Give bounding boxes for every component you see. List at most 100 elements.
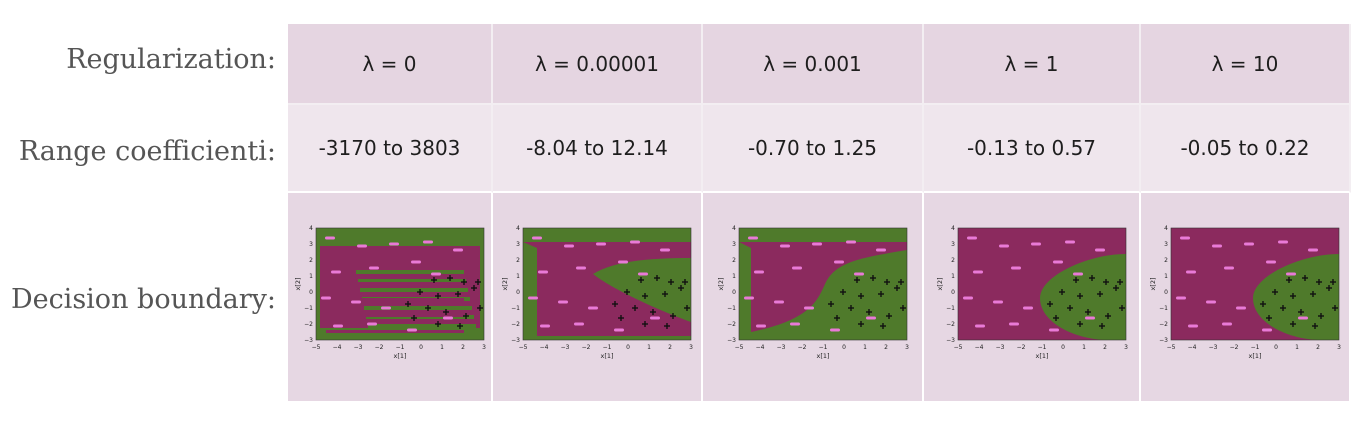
y-tick-label: 1: [516, 273, 520, 280]
magenta-stripe: [325, 250, 464, 253]
negative-marker: [811, 242, 822, 246]
negative-marker: [540, 324, 550, 328]
x-tick-label: 1: [1295, 344, 1299, 351]
negative-marker: [596, 242, 606, 246]
negative-marker: [380, 306, 391, 310]
negative-marker: [1010, 266, 1021, 270]
x-tick-label: −2: [1016, 344, 1025, 351]
y-tick-label: 3: [1164, 241, 1168, 248]
x-tick-label: −3: [353, 344, 362, 351]
range-value: -3170 to 3803: [318, 136, 461, 160]
x-tick-label: −4: [332, 344, 341, 351]
negative-marker: [773, 300, 784, 304]
negative-marker: [1022, 306, 1033, 310]
negative-marker: [1212, 244, 1222, 248]
y-tick-label: 2: [516, 257, 520, 264]
negative-marker: [1286, 272, 1296, 276]
negative-marker: [875, 248, 886, 252]
y-tick-label: −3: [304, 337, 313, 344]
plot-area: [957, 228, 1126, 340]
x-tick-label: −2: [797, 344, 806, 351]
x-tick-label: −2: [374, 344, 383, 351]
x-tick-label: −1: [818, 344, 827, 351]
lambda-cell: λ = 10: [1141, 24, 1351, 105]
x-tick-label: 1: [647, 344, 651, 351]
negative-marker: [1186, 270, 1196, 274]
negative-marker: [558, 300, 568, 304]
x-tick-label: −3: [995, 344, 1004, 351]
range-cell: -8.04 to 12.14: [493, 105, 703, 193]
y-axis-label: x[2]: [1149, 277, 1157, 290]
y-tick-label: 4: [951, 225, 955, 232]
plot-cell: −5 −4 −3 −2 −1 0 1 2 3 4 3 2 1 0 −1 −2 −3 x[1] x[2]: [1141, 193, 1351, 401]
x-tick-label: −4: [540, 344, 549, 351]
x-tick-label: −1: [1251, 344, 1260, 351]
negative-marker: [1064, 240, 1075, 244]
x-tick-label: −5: [519, 344, 528, 351]
negative-marker: [388, 242, 399, 246]
negative-marker: [1222, 322, 1232, 326]
x-tick-label: 3: [905, 344, 909, 351]
range-cell: -0.05 to 0.22: [1141, 105, 1351, 193]
range-value: -0.70 to 1.25: [747, 136, 878, 160]
negative-marker: [576, 266, 586, 270]
x-tick-label: −5: [311, 344, 320, 351]
y-tick-label: 1: [732, 273, 736, 280]
plot-area: [1171, 228, 1339, 340]
x-tick-label: −2: [582, 344, 591, 351]
y-tick-label: 4: [1164, 225, 1168, 232]
y-tick-label: 0: [516, 289, 520, 296]
negative-marker: [966, 236, 977, 240]
negative-marker: [452, 248, 463, 252]
lambda-value: λ = 0.00001: [534, 51, 659, 76]
range-cell: -3170 to 3803: [288, 105, 493, 193]
x-tick-label: −4: [974, 344, 983, 351]
negative-marker: [1308, 248, 1318, 252]
x-tick-label: −1: [1037, 344, 1046, 351]
y-tick-label: 1: [309, 273, 313, 280]
y-tick-label: 0: [732, 289, 736, 296]
x-tick-label: 2: [1316, 344, 1320, 351]
y-tick-label: 3: [732, 241, 736, 248]
negative-marker: [638, 272, 648, 276]
plot-frame: [522, 227, 692, 341]
negative-marker: [853, 272, 864, 276]
x-tick-label: 0: [842, 344, 846, 351]
x-tick-label: −5: [1167, 344, 1176, 351]
lambda-value: λ = 0.001: [763, 51, 862, 76]
plot-frame: [1170, 227, 1340, 341]
negative-marker: [366, 322, 377, 326]
x-tick-label: −1: [395, 344, 404, 351]
x-tick-label: −4: [1188, 344, 1197, 351]
negative-marker: [747, 236, 758, 240]
negative-marker: [753, 270, 764, 274]
negative-marker: [972, 270, 983, 274]
negative-marker: [1224, 266, 1234, 270]
y-axis-label: x[2]: [936, 277, 944, 290]
y-tick-label: 3: [951, 241, 955, 248]
plot-cell: −5 −4 −3 −2 −1 0 1 2 3 4 3 2 1 0 −1 −2 −3 x[1] x[2]: [703, 193, 924, 401]
x-tick-label: 3: [1337, 344, 1341, 351]
y-tick-label: 4: [309, 225, 313, 232]
negative-marker: [660, 248, 670, 252]
negative-marker: [528, 296, 538, 300]
negative-marker: [1176, 296, 1186, 300]
x-tick-label: −5: [734, 344, 743, 351]
negative-marker: [1008, 322, 1019, 326]
y-tick-label: −2: [946, 321, 955, 328]
x-tick-label: −3: [1209, 344, 1218, 351]
x-tick-label: −3: [561, 344, 570, 351]
negative-marker: [532, 236, 542, 240]
y-tick-label: −3: [946, 337, 955, 344]
plot-cell: −5 −4 −3 −2 −1 0 1 2 3 4 3 2 1 0 −1 −2 −3 x[1] x[2]: [493, 193, 703, 401]
negative-marker: [1072, 272, 1083, 276]
negative-marker: [430, 272, 441, 276]
y-tick-label: 3: [516, 241, 520, 248]
negative-marker: [779, 244, 790, 248]
y-tick-label: 2: [1164, 257, 1168, 264]
x-tick-label: 2: [884, 344, 888, 351]
plot-frame: [738, 227, 907, 341]
x-tick-label: 3: [482, 344, 486, 351]
x-tick-label: 2: [1103, 344, 1107, 351]
negative-marker: [320, 296, 331, 300]
